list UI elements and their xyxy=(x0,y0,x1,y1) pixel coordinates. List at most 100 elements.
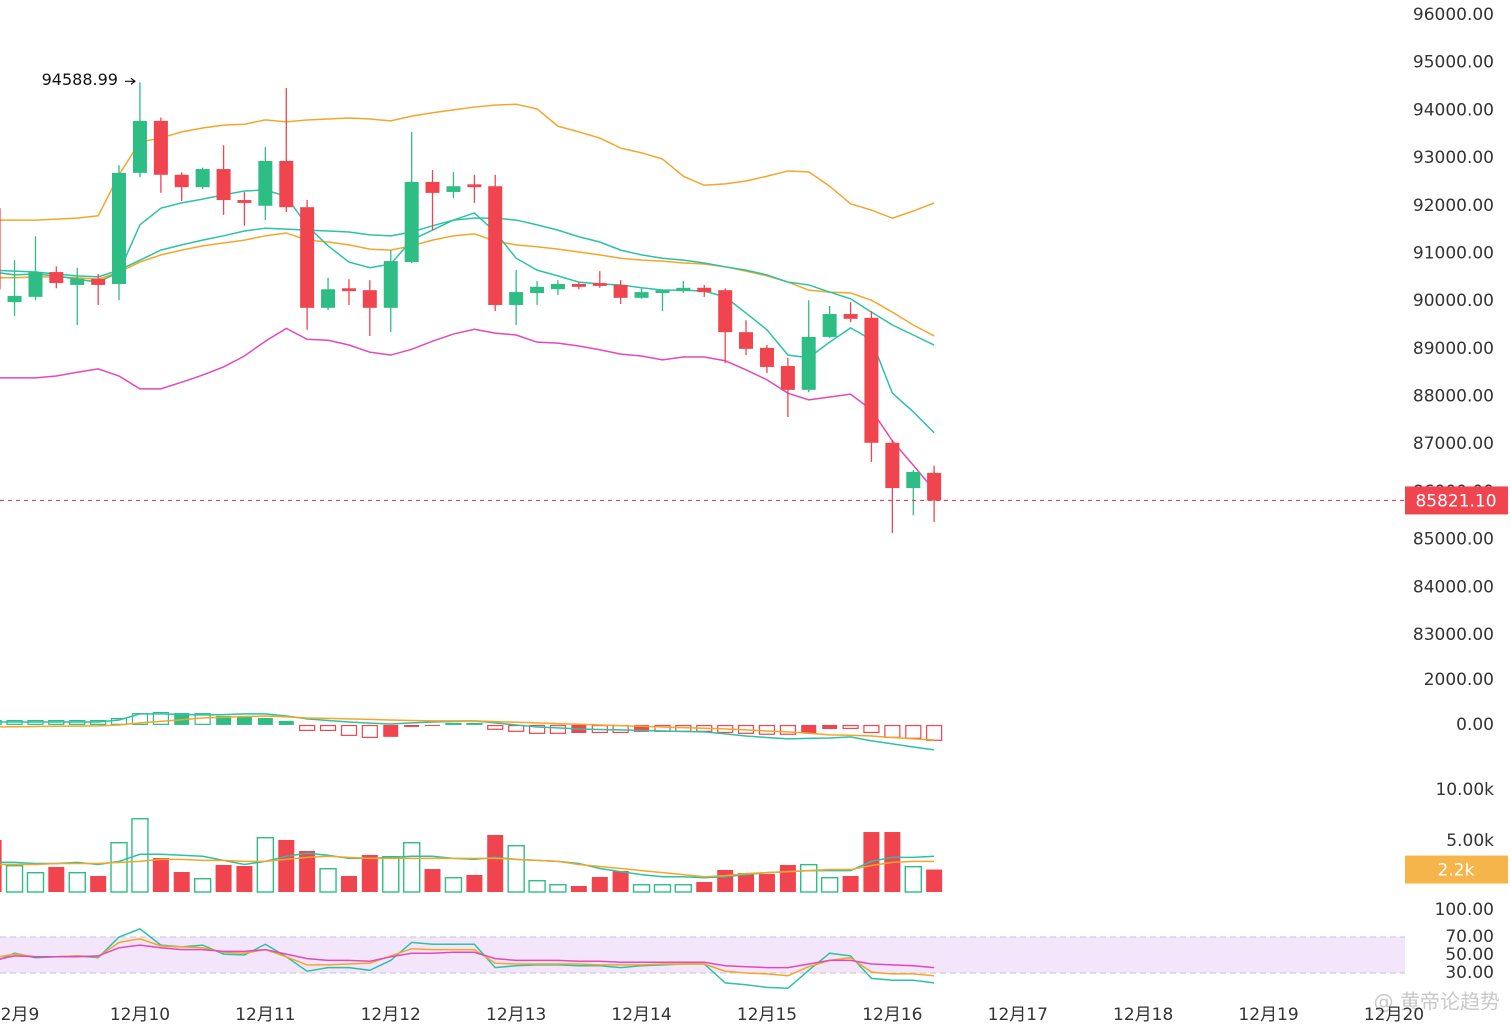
volume-bar xyxy=(48,867,65,892)
candle-body xyxy=(258,160,273,206)
y-tick-label: 92000.00 xyxy=(1413,196,1494,216)
candle-body xyxy=(279,160,294,208)
candle-body xyxy=(697,287,712,293)
volume-bar xyxy=(131,818,149,893)
volume-bar xyxy=(528,879,546,893)
candle-body xyxy=(112,172,127,284)
candle-body xyxy=(237,200,252,203)
y-axis: 10.00k 5.00k xyxy=(1435,780,1494,851)
panel xyxy=(0,928,1405,990)
macd-bar xyxy=(926,724,943,741)
candle-body xyxy=(300,207,315,308)
candle-body xyxy=(634,292,649,298)
panel xyxy=(0,82,1405,533)
y-axis: 96000.00 95000.00 94000.00 93000.00 92000.00… xyxy=(1413,5,1494,645)
candle-body xyxy=(550,283,565,290)
volume-bar xyxy=(632,884,651,893)
volume-bar xyxy=(820,877,839,893)
y-tick-label: 95000.00 xyxy=(1413,53,1494,73)
indicator-line xyxy=(0,855,935,878)
indicator-line xyxy=(0,217,935,346)
x-tick-label: 12月9 xyxy=(0,1005,39,1025)
indicator-line xyxy=(0,103,935,221)
macd-bar xyxy=(174,713,190,725)
x-tick-label: 12月13 xyxy=(486,1005,546,1025)
macd-bar xyxy=(319,724,337,732)
candle-body xyxy=(153,120,168,175)
macd-bar xyxy=(779,724,796,735)
macd-bar xyxy=(152,711,169,725)
volume-bar xyxy=(842,875,859,892)
x-tick-label: 12月11 xyxy=(235,1005,295,1025)
macd-bar xyxy=(884,724,901,738)
candle-body xyxy=(0,208,1,290)
y-tick-label: 10.00k xyxy=(1435,780,1494,800)
candle-body xyxy=(174,174,189,188)
volume-bar xyxy=(717,869,734,892)
volume-bar xyxy=(173,872,190,892)
y-tick-label: 90000.00 xyxy=(1413,291,1494,311)
price-tag xyxy=(1405,855,1508,884)
y-tick-label: 0.00 xyxy=(1456,715,1494,735)
volume-bar xyxy=(779,864,796,892)
candle-body xyxy=(91,278,106,285)
macd-bar xyxy=(278,720,294,725)
volume-bar xyxy=(299,850,316,892)
volume-bar xyxy=(215,864,232,892)
indicator-line xyxy=(0,944,935,969)
macd-bar xyxy=(634,724,650,732)
macd-bar xyxy=(801,724,817,734)
price-tag-label: 2.2k xyxy=(1438,861,1475,881)
candle-body xyxy=(885,442,900,489)
volume-bar xyxy=(402,842,421,893)
volume-bar xyxy=(696,882,713,892)
candle-body xyxy=(467,184,482,188)
volume-bar xyxy=(549,884,567,893)
volume-bar xyxy=(90,875,107,892)
candle-body xyxy=(592,283,607,286)
volume-bar xyxy=(466,874,483,892)
candle-body xyxy=(488,186,503,305)
candle-body xyxy=(195,169,210,188)
rsi-band xyxy=(0,937,1405,973)
indicator-line xyxy=(0,327,935,491)
x-tick-label: 12月19 xyxy=(1238,1005,1298,1025)
volume-bar xyxy=(278,839,295,892)
y-tick-label: 93000.00 xyxy=(1413,148,1494,168)
macd-bar xyxy=(383,724,399,737)
y-tick-label: 100.00 xyxy=(1435,900,1494,920)
candle-body xyxy=(425,181,440,193)
x-tick-label: 12月12 xyxy=(361,1005,421,1025)
x-tick-label: 12月16 xyxy=(862,1005,922,1025)
volume-bar xyxy=(926,869,943,892)
volume-bar xyxy=(570,885,587,892)
indicator-line xyxy=(0,232,935,337)
y-tick-label: 70.00 xyxy=(1445,927,1494,947)
y-tick-label: 50.00 xyxy=(1445,945,1494,965)
macd-bar xyxy=(842,724,859,729)
y-tick-label: 94000.00 xyxy=(1413,100,1494,120)
panel xyxy=(0,711,943,751)
panel xyxy=(0,818,943,893)
candle-body xyxy=(906,471,921,489)
candle-body xyxy=(780,366,795,390)
macd-bar xyxy=(445,722,462,725)
volume-bar xyxy=(444,877,463,893)
candle-body xyxy=(383,261,398,308)
candle-body xyxy=(132,120,147,173)
candle-body xyxy=(676,287,691,292)
candle-body xyxy=(362,290,377,308)
candle-body xyxy=(341,288,356,292)
volume-bar xyxy=(653,884,672,893)
y-tick-label: 83000.00 xyxy=(1413,625,1494,645)
high-annotation: 94588.99 xyxy=(42,70,118,89)
volume-bar xyxy=(68,872,86,893)
volume-bar xyxy=(800,863,818,893)
macd-bar xyxy=(528,724,546,734)
x-tick-label: 12月20 xyxy=(1364,1005,1424,1025)
y-tick-label: 85000.00 xyxy=(1413,530,1494,550)
x-tick-label: 12月10 xyxy=(110,1005,170,1025)
macd-bar xyxy=(216,715,232,725)
